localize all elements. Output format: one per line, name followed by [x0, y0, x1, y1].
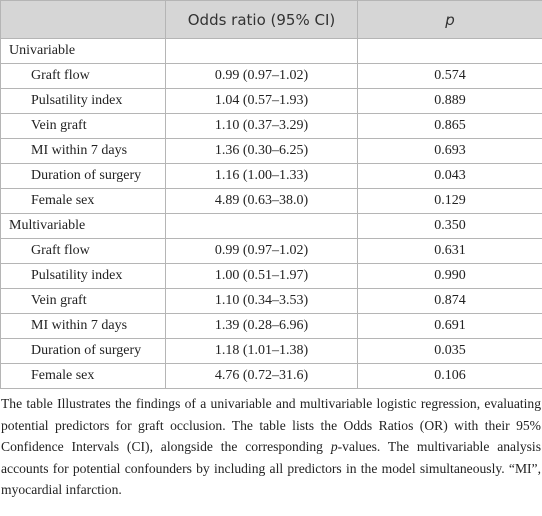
row-label: Vein graft — [0, 288, 166, 314]
row-label: Duration of surgery — [0, 338, 166, 364]
p-value: 0.889 — [357, 88, 542, 114]
odds-ratio: 0.99 (0.97–1.02) — [165, 63, 358, 89]
row-label: Vein graft — [0, 113, 166, 139]
odds-ratio: 1.39 (0.28–6.96) — [165, 313, 358, 339]
caption-text: The table Illustrates the findings of a … — [1, 396, 541, 454]
row-label: Female sex — [0, 363, 166, 389]
header-cell: p — [357, 0, 542, 39]
p-value: 0.990 — [357, 263, 542, 289]
p-value: 0.874 — [357, 288, 542, 314]
table-row: Pulsatility index 1.04 (0.57–1.93) 0.889 — [0, 88, 542, 114]
table-row: Vein graft 1.10 (0.37–3.29) 0.865 — [0, 113, 542, 139]
odds-ratio — [165, 213, 358, 239]
row-label: MI within 7 days — [0, 138, 166, 164]
odds-ratio: 1.10 (0.34–3.53) — [165, 288, 358, 314]
table-row: MI within 7 days 1.36 (0.30–6.25) 0.693 — [0, 138, 542, 164]
p-value: 0.865 — [357, 113, 542, 139]
odds-ratio: 1.04 (0.57–1.93) — [165, 88, 358, 114]
table-row: Duration of surgery 1.18 (1.01–1.38) 0.035 — [0, 338, 542, 364]
odds-ratio: 4.89 (0.63–38.0) — [165, 188, 358, 214]
p-value — [357, 38, 542, 64]
row-label: Graft flow — [0, 238, 166, 264]
results-table: Odds ratio (95% CI) p Univariable Graft f… — [0, 0, 542, 389]
odds-ratio — [165, 38, 358, 64]
p-value: 0.106 — [357, 363, 542, 389]
table-row: Graft flow 0.99 (0.97–1.02) 0.631 — [0, 238, 542, 264]
p-value: 0.693 — [357, 138, 542, 164]
table-row: Duration of surgery 1.16 (1.00–1.33) 0.043 — [0, 163, 542, 189]
caption-text: -values. The multivariable analysis acco… — [1, 439, 542, 497]
odds-ratio: 1.00 (0.51–1.97) — [165, 263, 358, 289]
p-value: 0.574 — [357, 63, 542, 89]
table-row: Female sex 4.89 (0.63–38.0) 0.129 — [0, 188, 542, 214]
odds-ratio: 1.16 (1.00–1.33) — [165, 163, 358, 189]
row-label: Graft flow — [0, 63, 166, 89]
p-value: 0.043 — [357, 163, 542, 189]
table-row: Vein graft 1.10 (0.34–3.53) 0.874 — [0, 288, 542, 314]
p-value: 0.129 — [357, 188, 542, 214]
odds-ratio: 4.76 (0.72–31.6) — [165, 363, 358, 389]
header-cell: Odds ratio (95% CI) — [165, 0, 358, 39]
row-label: Univariable — [0, 38, 166, 64]
p-value: 0.691 — [357, 313, 542, 339]
odds-ratio: 0.99 (0.97–1.02) — [165, 238, 358, 264]
header-blank — [0, 0, 166, 39]
odds-ratio: 1.36 (0.30–6.25) — [165, 138, 358, 164]
row-label: Female sex — [0, 188, 166, 214]
odds-ratio: 1.18 (1.01–1.38) — [165, 338, 358, 364]
odds-ratio: 1.10 (0.37–3.29) — [165, 113, 358, 139]
p-value: 0.350 — [357, 213, 542, 239]
table-row: Female sex 4.76 (0.72–31.6) 0.106 — [0, 363, 542, 389]
row-label: Duration of surgery — [0, 163, 166, 189]
table-row: Univariable — [0, 38, 542, 64]
p-value: 0.631 — [357, 238, 542, 264]
table-row: MI within 7 days 1.39 (0.28–6.96) 0.691 — [0, 313, 542, 339]
table-body: Univariable Graft flow 0.99 (0.97–1.02) 0.5… — [0, 38, 542, 389]
caption-text: p — [330, 439, 338, 454]
caption: The table Illustrates the findings of a … — [1, 393, 541, 501]
header-row: Odds ratio (95% CI) p — [0, 0, 542, 39]
p-value: 0.035 — [357, 338, 542, 364]
table-row: Graft flow 0.99 (0.97–1.02) 0.574 — [0, 63, 542, 89]
table-row: Pulsatility index 1.00 (0.51–1.97) 0.990 — [0, 263, 542, 289]
table-row: Multivariable 0.350 — [0, 213, 542, 239]
row-label: Pulsatility index — [0, 263, 166, 289]
row-label: Pulsatility index — [0, 88, 166, 114]
row-label: MI within 7 days — [0, 313, 166, 339]
row-label: Multivariable — [0, 213, 166, 239]
